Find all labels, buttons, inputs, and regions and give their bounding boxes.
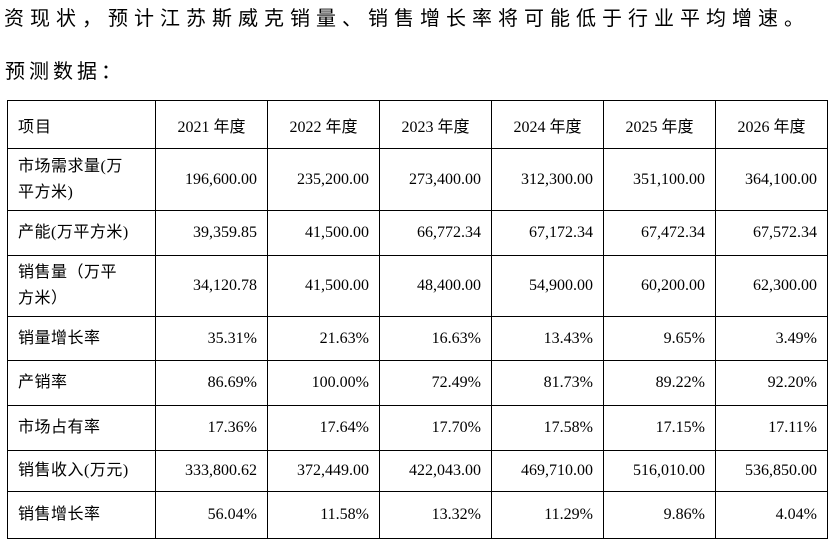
value-cell: 56.04%: [155, 491, 268, 539]
value-cell: 196,600.00: [155, 148, 268, 211]
value-cell: 536,850.00: [715, 450, 828, 492]
row-label: 市场需求量(万平方米): [7, 148, 156, 211]
column-header-year: 2025 年度: [603, 100, 716, 149]
value-cell: 41,500.00: [267, 255, 380, 317]
value-cell: 364,100.00: [715, 148, 828, 211]
value-cell: 17.70%: [379, 405, 492, 451]
row-label: 销售量（万平方米）: [7, 255, 156, 317]
value-cell: 273,400.00: [379, 148, 492, 211]
value-cell: 67,472.34: [603, 210, 716, 256]
table-row: 市场需求量(万平方米) 196,600.00 235,200.00 273,400.0…: [7, 148, 828, 211]
value-cell: 4.04%: [715, 491, 828, 539]
value-cell: 41,500.00: [267, 210, 380, 256]
intro-paragraph: 资现状，预计江苏斯威克销量、销售增长率将可能低于行业平均增速。: [4, 8, 810, 30]
table-header-row: 项目 2021 年度 2022 年度 2023 年度 2024 年度 2025 年度 202…: [7, 100, 828, 149]
value-cell: 100.00%: [267, 360, 380, 406]
value-cell: 35.31%: [155, 316, 268, 361]
row-label: 产能(万平方米): [7, 210, 156, 256]
value-cell: 17.36%: [155, 405, 268, 451]
value-cell: 422,043.00: [379, 450, 492, 492]
value-cell: 469,710.00: [491, 450, 604, 492]
row-label: 产销率: [7, 360, 156, 406]
value-cell: 67,572.34: [715, 210, 828, 256]
table-row: 销售增长率 56.04% 11.58% 13.32% 11.29% 9.86% 4.04%: [7, 491, 828, 539]
value-cell: 235,200.00: [267, 148, 380, 211]
value-cell: 17.15%: [603, 405, 716, 451]
column-header-year: 2024 年度: [491, 100, 604, 149]
value-cell: 9.65%: [603, 316, 716, 361]
row-label: 市场占有率: [7, 405, 156, 451]
value-cell: 54,900.00: [491, 255, 604, 317]
table-row: 销售量（万平方米） 34,120.78 41,500.00 48,400.00 54,9…: [7, 255, 828, 317]
value-cell: 67,172.34: [491, 210, 604, 256]
value-cell: 372,449.00: [267, 450, 380, 492]
value-cell: 13.43%: [491, 316, 604, 361]
value-cell: 60,200.00: [603, 255, 716, 317]
value-cell: 9.86%: [603, 491, 716, 539]
forecast-data-table: 项目 2021 年度 2022 年度 2023 年度 2024 年度 2025 年度 202…: [7, 100, 828, 539]
table-row: 销量增长率 35.31% 21.63% 16.63% 13.43% 9.65% 3.49%: [7, 316, 828, 361]
value-cell: 17.64%: [267, 405, 380, 451]
value-cell: 62,300.00: [715, 255, 828, 317]
value-cell: 86.69%: [155, 360, 268, 406]
table-row: 产销率 86.69% 100.00% 72.49% 81.73% 89.22% 92.20%: [7, 360, 828, 406]
value-cell: 16.63%: [379, 316, 492, 361]
value-cell: 13.32%: [379, 491, 492, 539]
value-cell: 89.22%: [603, 360, 716, 406]
value-cell: 11.58%: [267, 491, 380, 539]
value-cell: 72.49%: [379, 360, 492, 406]
value-cell: 516,010.00: [603, 450, 716, 492]
section-label: 预测数据：: [5, 61, 125, 83]
value-cell: 17.11%: [715, 405, 828, 451]
table-row: 产能(万平方米) 39,359.85 41,500.00 66,772.34 67,17…: [7, 210, 828, 256]
table-row: 销售收入(万元) 333,800.62 372,449.00 422,043.00 46…: [7, 450, 828, 492]
column-header-year: 2026 年度: [715, 100, 828, 149]
column-header-year: 2022 年度: [267, 100, 380, 149]
column-header-year: 2021 年度: [155, 100, 268, 149]
value-cell: 81.73%: [491, 360, 604, 406]
column-header-item: 项目: [7, 100, 156, 149]
value-cell: 312,300.00: [491, 148, 604, 211]
value-cell: 48,400.00: [379, 255, 492, 317]
value-cell: 21.63%: [267, 316, 380, 361]
value-cell: 17.58%: [491, 405, 604, 451]
value-cell: 11.29%: [491, 491, 604, 539]
row-label: 销售增长率: [7, 491, 156, 539]
column-header-year: 2023 年度: [379, 100, 492, 149]
row-label: 销售收入(万元): [7, 450, 156, 492]
value-cell: 34,120.78: [155, 255, 268, 317]
value-cell: 39,359.85: [155, 210, 268, 256]
value-cell: 351,100.00: [603, 148, 716, 211]
row-label: 销量增长率: [7, 316, 156, 361]
value-cell: 333,800.62: [155, 450, 268, 492]
value-cell: 92.20%: [715, 360, 828, 406]
table-row: 市场占有率 17.36% 17.64% 17.70% 17.58% 17.15% 17.11…: [7, 405, 828, 451]
value-cell: 3.49%: [715, 316, 828, 361]
value-cell: 66,772.34: [379, 210, 492, 256]
